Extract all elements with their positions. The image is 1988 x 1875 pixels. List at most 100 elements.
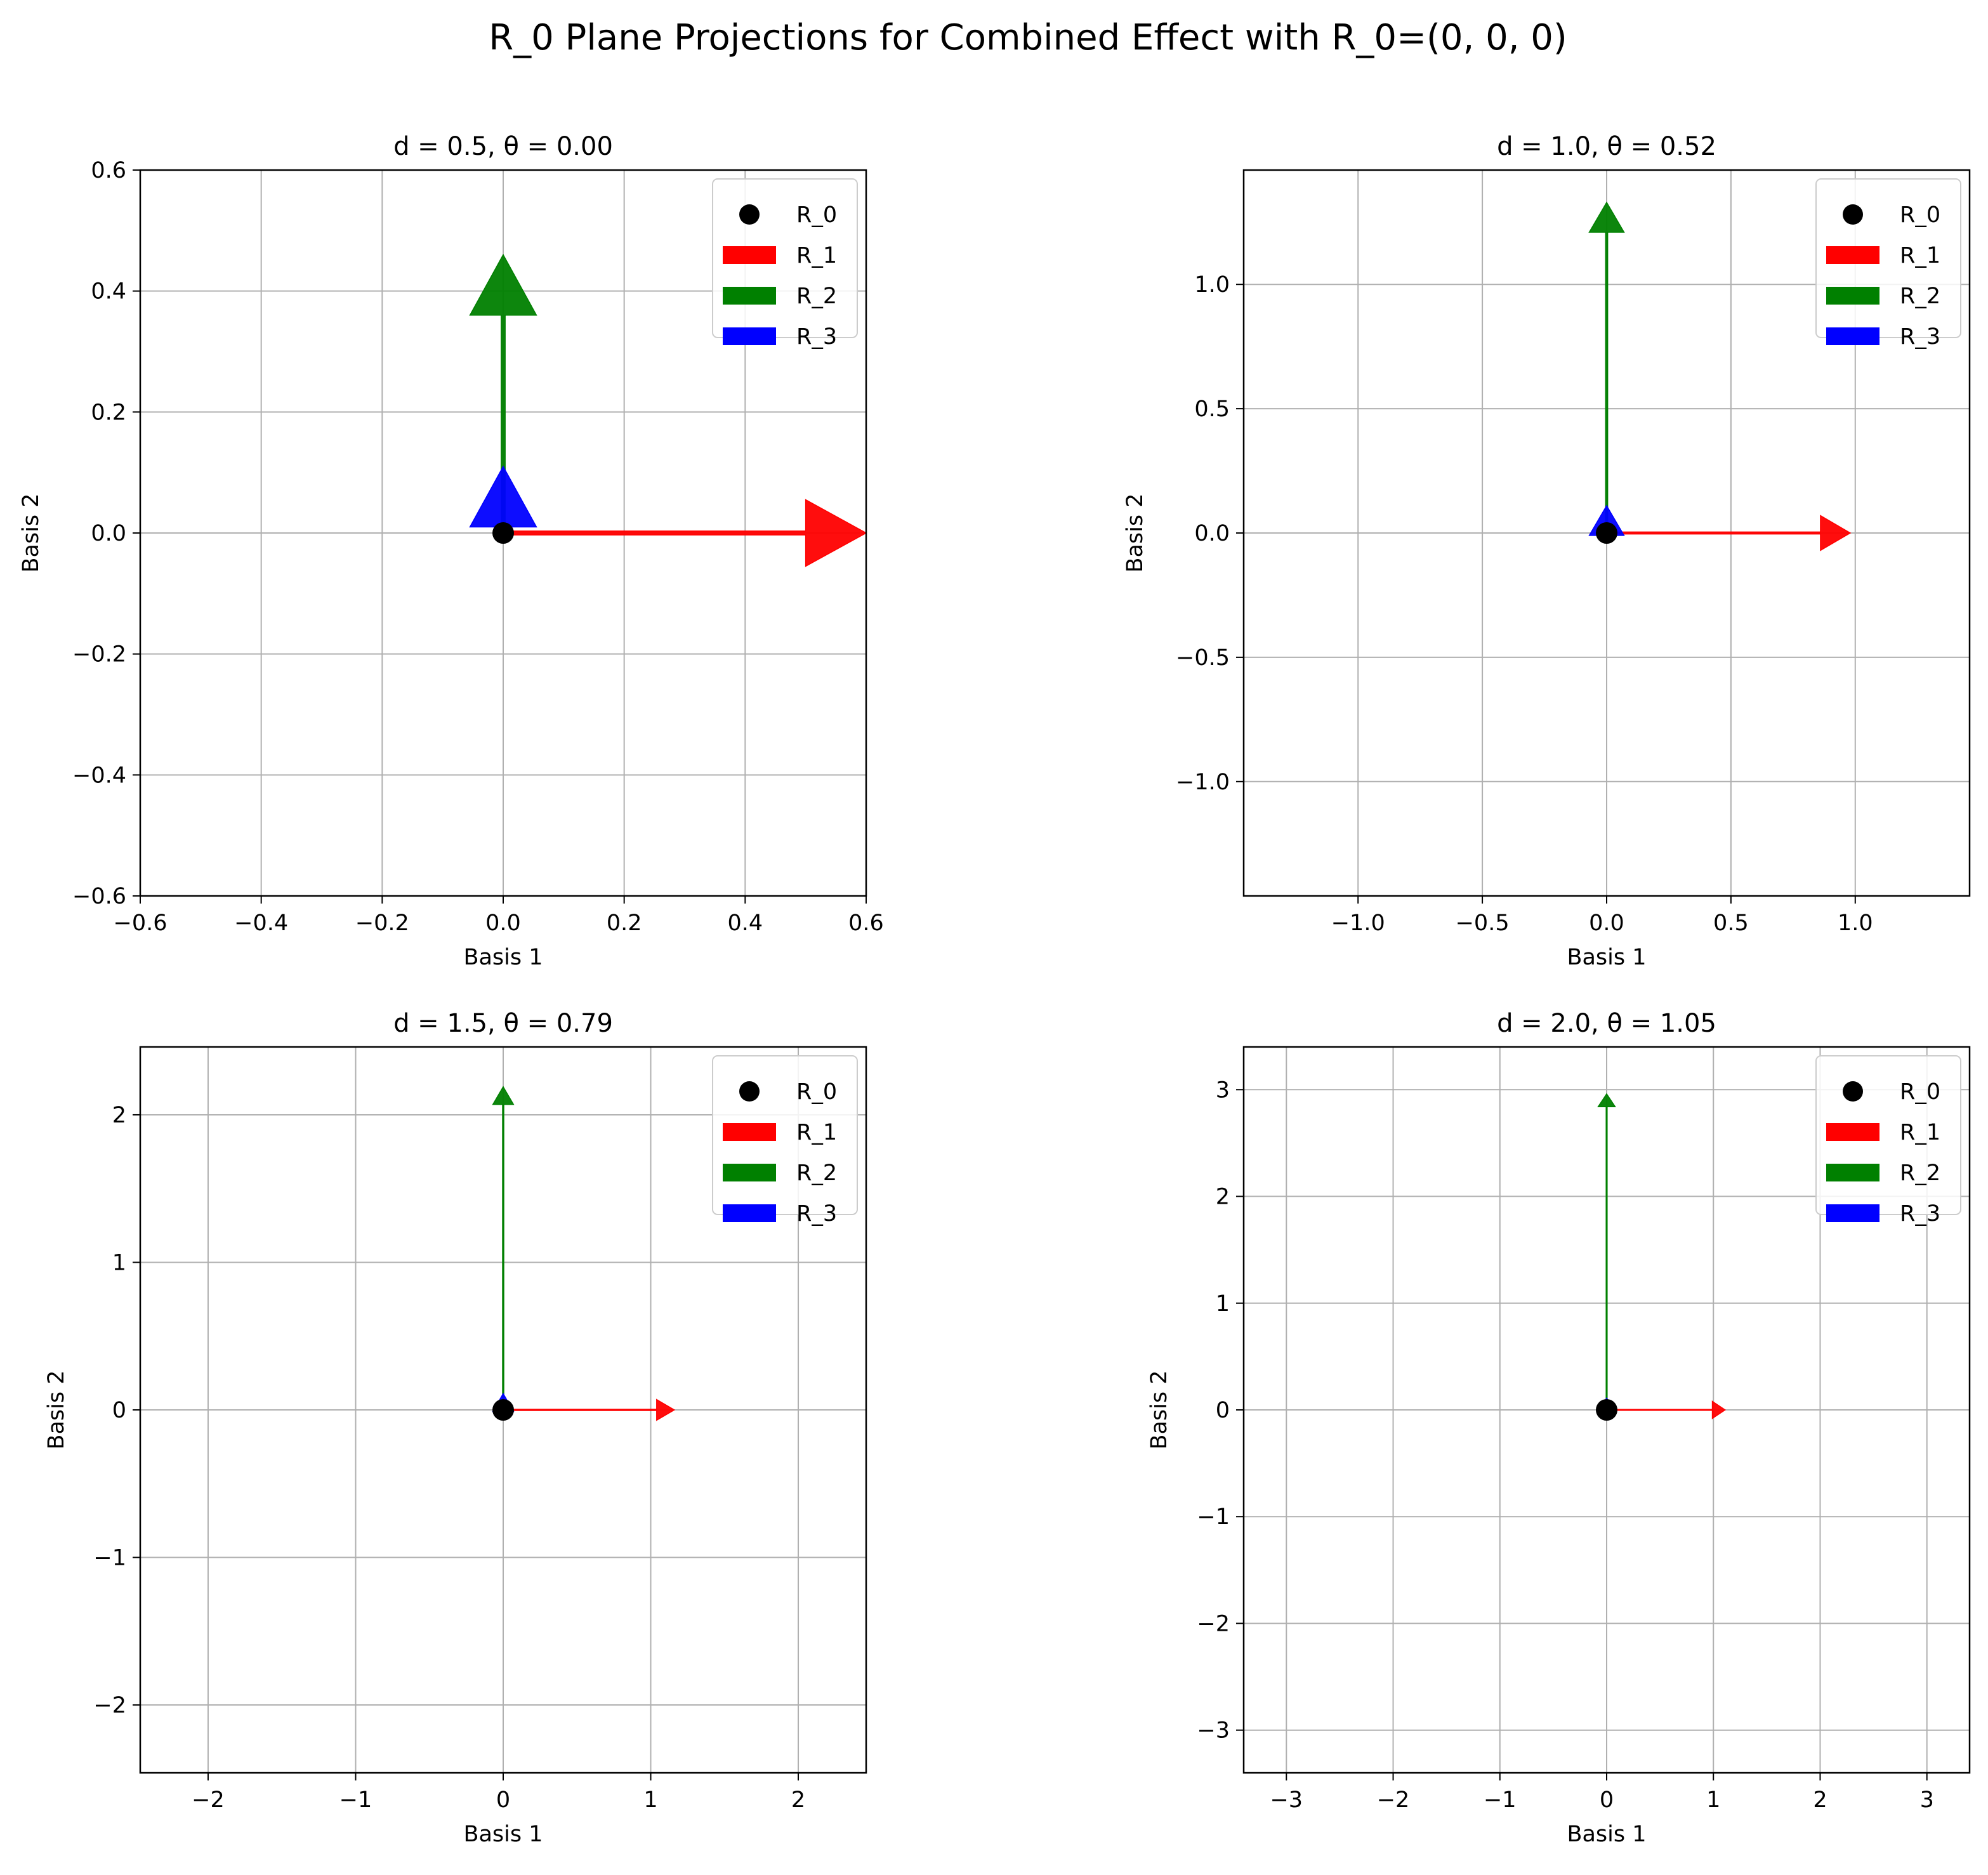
legend-marker-r3 — [1826, 1204, 1879, 1222]
y-tick-label: −0.6 — [72, 884, 126, 909]
origin-point-r0 — [1596, 522, 1617, 544]
x-tick-label: −1 — [1484, 1787, 1517, 1813]
legend-marker-r3 — [1826, 327, 1879, 345]
y-tick-label: 1 — [112, 1250, 126, 1275]
x-axis-label: Basis 1 — [463, 945, 543, 970]
legend-marker-r2 — [1826, 1164, 1879, 1181]
x-tick-label: 1 — [643, 1787, 657, 1813]
legend-label-r1: R_1 — [796, 243, 837, 268]
x-tick-label: 0.0 — [485, 911, 521, 936]
legend-marker-r2 — [1826, 287, 1879, 305]
subplots: −0.6 −0.4 −0.2 0.0 0.2 0.4 0.6 −0.6 −0.4 −0.2 0.0 0… — [18, 132, 1971, 1847]
origin-point-r0 — [492, 1399, 514, 1421]
y-tick-label: 2 — [1216, 1185, 1230, 1210]
legend-marker-r1 — [1826, 246, 1879, 264]
subplot-1: −0.6 −0.4 −0.2 0.0 0.2 0.4 0.6 −0.6 −0.4 −0.2 0.0 0… — [18, 132, 884, 970]
legend-marker-r0 — [739, 1081, 760, 1102]
x-tick-label: −0.6 — [114, 911, 168, 936]
subplot-title: d = 1.5, θ = 0.79 — [393, 1009, 613, 1038]
x-tick-label: −3 — [1270, 1787, 1303, 1813]
subplot-4: −3 −2 −1 0 1 2 3 −3 −2 −1 0 1 2 3 Basis 1 Basis 2 d = 2.… — [1147, 1009, 1971, 1847]
x-tick-label: 0.2 — [607, 911, 642, 936]
x-tick-label: 0.0 — [1589, 911, 1624, 936]
legend-label-r3: R_3 — [1900, 1201, 1940, 1227]
figure-title: R_0 Plane Projections for Combined Effec… — [489, 17, 1567, 58]
subplot-2: −1.0 −0.5 0.0 0.5 1.0 −1.0 −0.5 0.0 0.5 1.0 Basis … — [1122, 132, 1971, 970]
x-ticks: −1.0 −0.5 0.0 0.5 1.0 — [1331, 896, 1873, 936]
y-tick-label: 0.4 — [91, 279, 126, 305]
y-tick-label: −2 — [1197, 1611, 1230, 1636]
x-tick-label: −0.5 — [1456, 911, 1510, 936]
vector-r2-arrow — [1597, 1093, 1616, 1411]
subplot-title: d = 2.0, θ = 1.05 — [1497, 1009, 1716, 1038]
y-tick-label: −1 — [93, 1546, 126, 1571]
y-tick-label: 0.2 — [91, 400, 126, 425]
y-tick-label: 1 — [1216, 1291, 1230, 1317]
legend-label-r1: R_1 — [1900, 243, 1940, 268]
x-tick-label: −2 — [192, 1787, 225, 1813]
x-tick-label: −2 — [1377, 1787, 1410, 1813]
origin-point-r0 — [492, 522, 514, 544]
plot-area — [469, 253, 866, 567]
x-tick-label: 0.5 — [1713, 911, 1749, 936]
x-axis-label: Basis 1 — [463, 1822, 543, 1847]
y-tick-label: 2 — [112, 1103, 126, 1128]
legend-label-r2: R_2 — [1900, 1161, 1940, 1186]
x-tick-label: 3 — [1920, 1787, 1934, 1813]
x-tick-label: 1 — [1706, 1787, 1720, 1813]
y-tick-label: −1 — [1197, 1504, 1230, 1530]
x-ticks: −2 −1 0 1 2 — [192, 1773, 805, 1813]
legend-label-r1: R_1 — [1900, 1120, 1940, 1145]
plot-area — [492, 1086, 676, 1421]
y-ticks: −1.0 −0.5 0.0 0.5 1.0 — [1176, 272, 1244, 795]
vector-r1-arrow — [503, 1398, 676, 1421]
legend-label-r3: R_3 — [796, 324, 837, 350]
legend-label-r0: R_0 — [796, 1079, 837, 1105]
y-tick-label: −0.4 — [72, 763, 126, 788]
legend-label-r2: R_2 — [796, 1161, 837, 1186]
y-tick-label: 0.0 — [91, 521, 126, 546]
x-tick-label: 0.4 — [727, 911, 763, 936]
legend-label-r0: R_0 — [1900, 1079, 1940, 1105]
legend-label-r0: R_0 — [796, 202, 837, 228]
subplot-title: d = 0.5, θ = 0.00 — [393, 132, 613, 161]
x-axis-label: Basis 1 — [1567, 945, 1646, 970]
legend-marker-r1 — [1826, 1123, 1879, 1141]
y-tick-label: −0.5 — [1176, 645, 1230, 671]
y-tick-label: −0.2 — [72, 642, 126, 668]
y-axis-label: Basis 2 — [18, 493, 44, 572]
legend-label-r1: R_1 — [796, 1120, 837, 1145]
legend-marker-r1 — [723, 246, 776, 264]
x-tick-label: −0.2 — [355, 911, 409, 936]
plot-area — [1588, 201, 1852, 551]
legend-marker-r3 — [723, 327, 776, 345]
y-axis-label: Basis 2 — [1122, 493, 1148, 572]
y-ticks: −3 −2 −1 0 1 2 3 — [1197, 1077, 1244, 1744]
x-tick-label: 2 — [1813, 1787, 1827, 1813]
x-tick-label: 0 — [496, 1787, 510, 1813]
legend: R_0 R_1 R_2 R_3 — [712, 178, 858, 350]
y-ticks: −0.6 −0.4 −0.2 0.0 0.2 0.4 0.6 — [72, 158, 140, 909]
x-tick-label: 1.0 — [1838, 911, 1873, 936]
y-tick-label: 0.0 — [1194, 521, 1230, 546]
legend-label-r2: R_2 — [796, 284, 837, 309]
legend-label-r3: R_3 — [1900, 324, 1940, 350]
vector-r1-arrow — [1606, 515, 1852, 551]
y-tick-label: 0 — [112, 1398, 126, 1423]
legend-marker-r3 — [723, 1204, 776, 1222]
legend: R_0 R_1 R_2 R_3 — [1815, 1055, 1961, 1227]
y-tick-label: 0.6 — [91, 158, 126, 183]
legend-marker-r0 — [1843, 1081, 1863, 1102]
x-tick-label: −1 — [339, 1787, 372, 1813]
y-tick-label: 0 — [1216, 1398, 1230, 1423]
x-tick-label: 2 — [791, 1787, 805, 1813]
legend-marker-r2 — [723, 287, 776, 305]
legend-label-r2: R_2 — [1900, 284, 1940, 309]
y-tick-label: 1.0 — [1194, 272, 1230, 298]
subplot-3: −2 −1 0 1 2 −2 −1 0 1 2 Basis 1 Basis 2 d = 1.5, θ =… — [44, 1009, 867, 1847]
x-tick-label: 0 — [1600, 1787, 1614, 1813]
x-ticks: −3 −2 −1 0 1 2 3 — [1270, 1773, 1934, 1813]
legend-label-r0: R_0 — [1900, 202, 1940, 228]
y-axis-label: Basis 2 — [1147, 1370, 1172, 1449]
